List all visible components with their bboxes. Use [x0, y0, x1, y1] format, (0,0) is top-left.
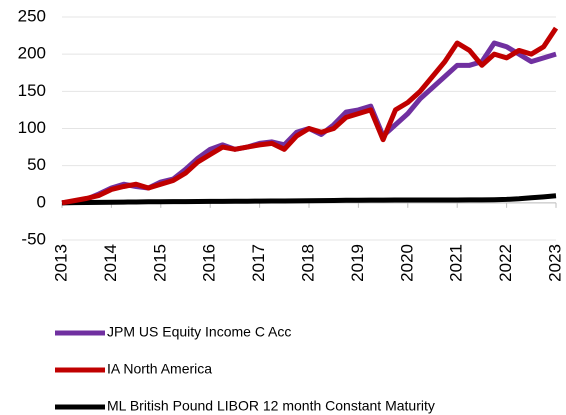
x-tick-label: 2020 — [397, 244, 416, 282]
y-tick-label: 100 — [18, 118, 46, 137]
x-tick-label: 2018 — [298, 244, 317, 282]
legend-label: ML British Pound LIBOR 12 month Constant… — [107, 398, 435, 414]
x-tick-label: 2023 — [545, 244, 564, 282]
x-tick-label: 2021 — [447, 244, 466, 282]
x-tick-label: 2022 — [496, 244, 515, 282]
x-tick-label: 2019 — [348, 244, 367, 282]
y-tick-label: 150 — [18, 81, 46, 100]
x-tick-label: 2017 — [249, 244, 268, 282]
x-tick-label: 2015 — [150, 244, 169, 282]
series-line — [61, 26, 559, 206]
y-tick-label: 50 — [27, 155, 46, 174]
legend-label: JPM US Equity Income C Acc — [107, 324, 291, 340]
series-line — [61, 193, 557, 206]
x-tick-label: 2013 — [51, 244, 70, 282]
x-tick-label: 2014 — [101, 244, 120, 282]
legend-label: IA North America — [107, 361, 212, 377]
x-tick-label: 2016 — [200, 244, 219, 282]
y-tick-label: 0 — [37, 192, 46, 211]
y-tick-label: 200 — [18, 44, 46, 63]
y-tick-label: -50 — [21, 229, 46, 248]
y-tick-label: 250 — [18, 6, 46, 25]
